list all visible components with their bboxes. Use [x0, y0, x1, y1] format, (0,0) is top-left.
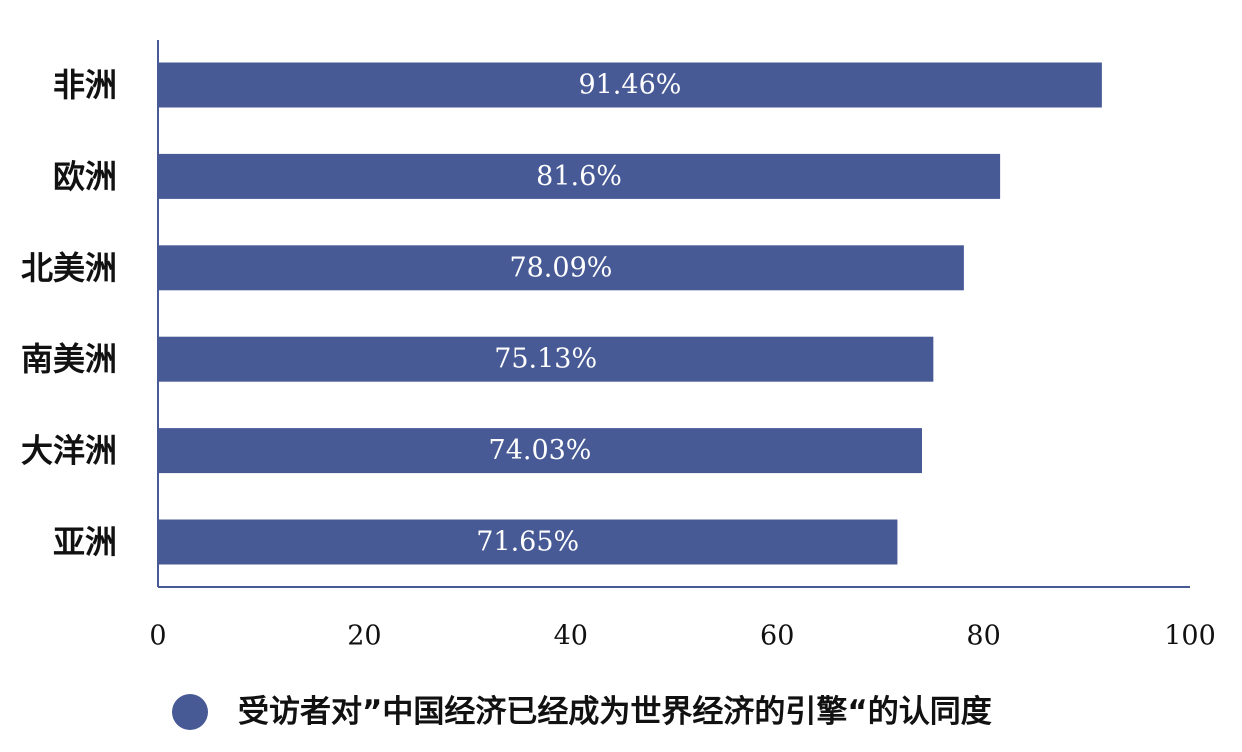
x-tick-label-2: 40: [554, 621, 588, 652]
category-label-1: 欧洲: [53, 157, 117, 195]
x-tick-label-0: 0: [149, 621, 166, 652]
category-label-0: 非洲: [53, 66, 117, 104]
data-label-3: 75.13%: [494, 344, 597, 375]
legend-label: 受访者对”中国经济已经成为世界经济的引擎“的认同度: [238, 694, 992, 730]
data-label-4: 74.03%: [489, 435, 592, 466]
legend: 受访者对”中国经济已经成为世界经济的引擎“的认同度: [172, 694, 992, 730]
data-label-1: 81.6%: [536, 161, 622, 192]
x-tick-labels: 0 20 40 60 80 100: [149, 621, 1215, 652]
bar-4: [158, 428, 922, 474]
legend-marker: [172, 694, 208, 730]
data-label-5: 71.65%: [476, 527, 579, 558]
x-tick-label-1: 20: [347, 621, 381, 652]
data-label-2: 78.09%: [509, 252, 612, 283]
bars-group: [158, 62, 1102, 565]
bar-5: [158, 519, 898, 565]
x-tick-label-4: 80: [966, 621, 1000, 652]
x-tick-label-3: 60: [760, 621, 794, 652]
bar-2: [158, 245, 964, 291]
data-labels: 91.46% 81.6% 78.09% 75.13% 74.03% 71.65%: [476, 70, 681, 558]
category-label-2: 北美洲: [21, 249, 117, 287]
data-label-0: 91.46%: [578, 70, 681, 101]
bar-1: [158, 153, 1001, 199]
bar-3: [158, 336, 934, 382]
category-label-3: 南美洲: [21, 340, 117, 378]
category-label-4: 大洋洲: [21, 432, 117, 470]
category-label-5: 亚洲: [53, 523, 117, 561]
bar-0: [158, 62, 1102, 108]
x-tick-label-5: 100: [1164, 621, 1216, 652]
